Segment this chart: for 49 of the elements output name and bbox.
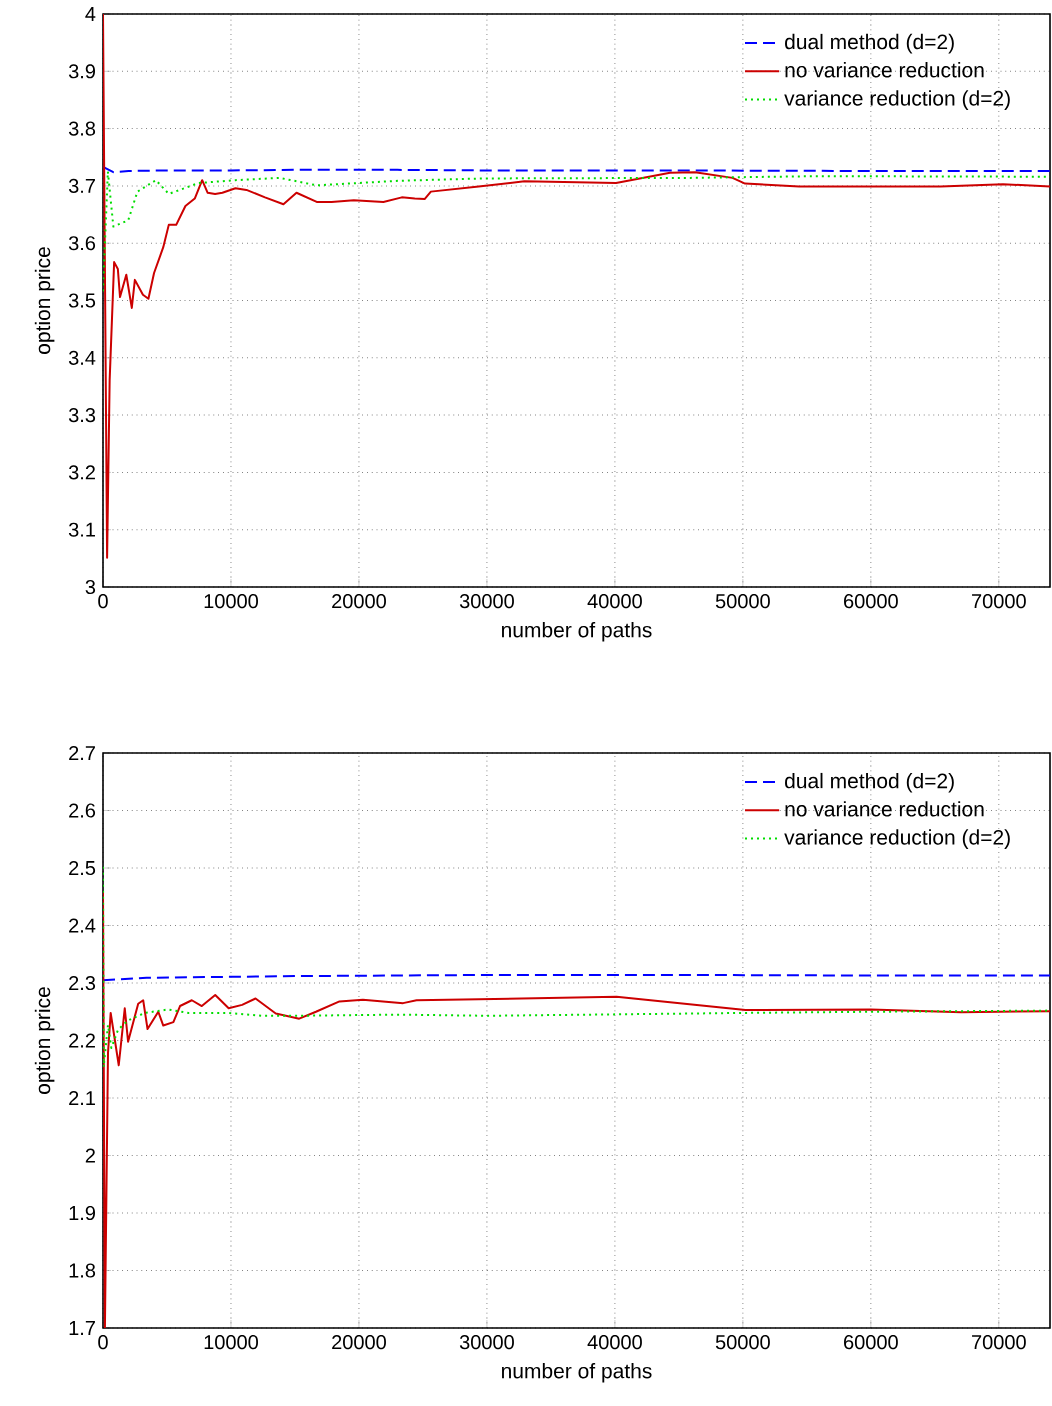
x-tick-label: 20000: [332, 594, 386, 609]
y-tick-label: 2.5: [69, 860, 96, 876]
y-tick-label: 3.1: [68, 522, 95, 537]
legend-label: variance reduction (d=2): [784, 829, 1010, 849]
x-tick-label: 60000: [844, 594, 898, 609]
y-tick-label: 2: [85, 1148, 95, 1163]
x-tick-label: 50000: [715, 1335, 770, 1350]
legend-label: dual method (d=2): [785, 33, 954, 54]
legend-label: no variance reduction: [785, 801, 984, 817]
x-tick-label: 30000: [459, 1335, 514, 1350]
y-tick-label: 3.7: [68, 178, 95, 193]
y-tick-label: 3.3: [68, 408, 96, 423]
y-tick-label: 1.8: [69, 1263, 96, 1278]
y-axis-title: option price: [34, 247, 55, 354]
y-tick-label: 2.2: [69, 1033, 95, 1048]
y-tick-label: 3.5: [68, 293, 96, 308]
x-tick-label: 40000: [587, 594, 642, 609]
x-tick-label: 20000: [332, 1335, 386, 1350]
y-tick-label: 3.9: [68, 64, 96, 79]
y-tick-label: 2.7: [69, 746, 95, 760]
legend-label: variance reduction (d=2): [784, 90, 1010, 110]
y-tick-label: 2.4: [69, 918, 96, 933]
y-tick-label: 1.7: [69, 1321, 95, 1335]
y-tick-label: 3.4: [68, 350, 96, 365]
y-tick-label: 1.9: [69, 1205, 96, 1221]
x-tick-label: 70000: [972, 1335, 1026, 1350]
x-tick-label: 40000: [587, 1335, 642, 1350]
y-tick-label: 3.8: [68, 121, 96, 136]
legend-label: dual method (d=2): [785, 772, 954, 793]
x-axis-title: number of paths: [502, 621, 652, 642]
x-tick-label: 0: [98, 594, 108, 609]
line-series: [103, 865, 1050, 1068]
y-tick-label: 4: [85, 7, 96, 21]
y-tick-label: 2.6: [69, 803, 96, 818]
legend-label: no variance reduction: [785, 62, 984, 78]
x-axis-title: number of paths: [502, 1362, 652, 1383]
y-tick-label: 3: [85, 579, 96, 595]
x-tick-label: 60000: [844, 1335, 898, 1350]
x-tick-label: 70000: [972, 594, 1026, 609]
x-tick-label: 30000: [459, 594, 514, 609]
y-tick-label: 2.3: [69, 975, 96, 991]
x-tick-label: 50000: [715, 594, 770, 609]
y-axis-title: option price: [34, 987, 55, 1094]
x-tick-label: 10000: [204, 1335, 258, 1350]
x-tick-label: 0: [98, 1335, 108, 1350]
y-tick-label: 2.1: [69, 1091, 95, 1105]
y-tick-label: 3.6: [68, 236, 96, 251]
y-tick-label: 3.2: [68, 465, 95, 480]
x-tick-label: 10000: [204, 594, 258, 609]
